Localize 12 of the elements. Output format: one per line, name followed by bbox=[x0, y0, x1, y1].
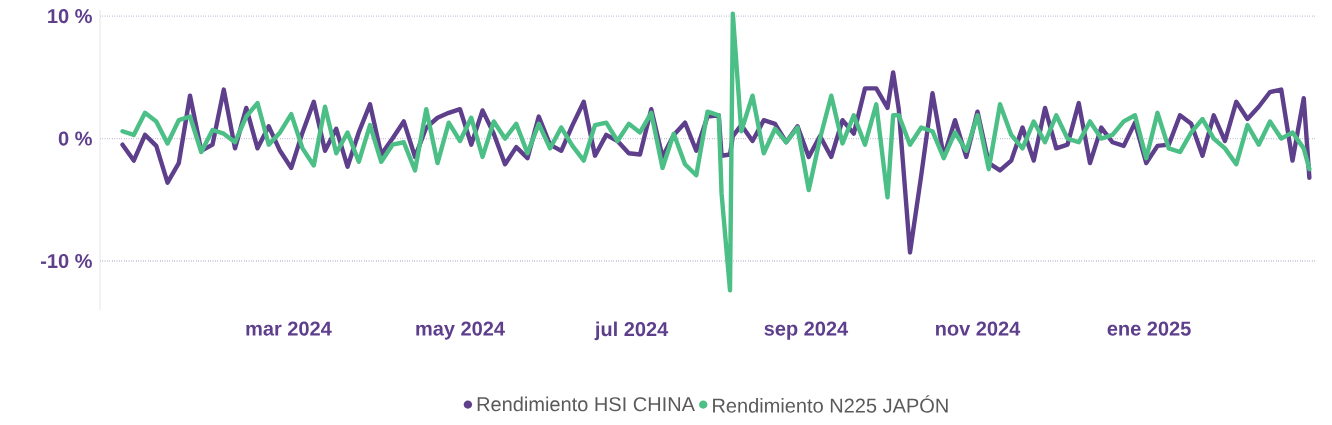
x-tick-label: nov 2024 bbox=[936, 321, 1021, 336]
x-tick-label: may 2024 bbox=[416, 321, 505, 340]
x-tick-label: mar 2024 bbox=[246, 321, 332, 336]
legend-label: Rendimiento HSI CHINA bbox=[477, 396, 695, 412]
x-tick-label: sep 2024 bbox=[764, 321, 849, 340]
x-tick-label: jul 2024 bbox=[594, 321, 669, 341]
line-series bbox=[120, 11, 1312, 293]
y-tick-label: 10 % bbox=[48, 9, 92, 24]
legend-label: Rendimiento N225 JAPÓN bbox=[713, 395, 948, 413]
y-tick-label: -10 % bbox=[41, 253, 92, 269]
y-tick-label: 0 % bbox=[58, 131, 92, 146]
x-tick-label: ene 2025 bbox=[1107, 321, 1191, 336]
